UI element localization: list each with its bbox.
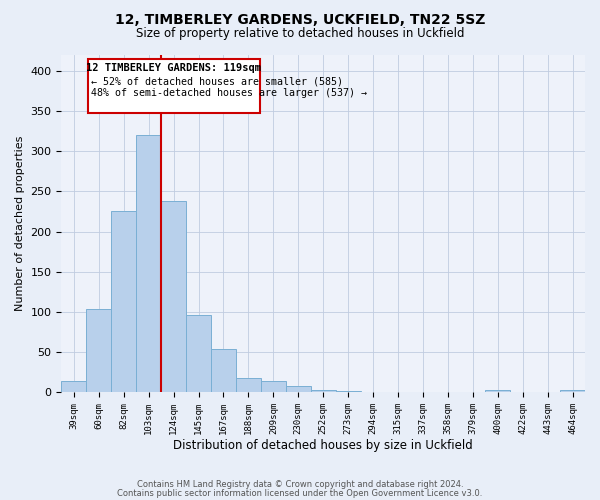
Y-axis label: Number of detached properties: Number of detached properties [15,136,25,311]
Bar [136,135,161,392]
Bar [161,201,186,392]
Bar [286,386,311,392]
Bar [485,390,510,392]
Bar [311,390,335,392]
Text: Size of property relative to detached houses in Uckfield: Size of property relative to detached ho… [136,28,464,40]
X-axis label: Distribution of detached houses by size in Uckfield: Distribution of detached houses by size … [173,440,473,452]
Bar [61,380,86,392]
Text: Contains public sector information licensed under the Open Government Licence v3: Contains public sector information licen… [118,488,482,498]
FancyBboxPatch shape [88,59,260,113]
Text: 12, TIMBERLEY GARDENS, UCKFIELD, TN22 5SZ: 12, TIMBERLEY GARDENS, UCKFIELD, TN22 5S… [115,12,485,26]
Bar [335,391,361,392]
Bar [236,378,261,392]
Bar [186,315,211,392]
Bar [211,348,236,392]
Bar [261,380,286,392]
Bar [560,390,585,392]
Text: 12 TIMBERLEY GARDENS: 119sqm: 12 TIMBERLEY GARDENS: 119sqm [86,63,261,73]
Text: Contains HM Land Registry data © Crown copyright and database right 2024.: Contains HM Land Registry data © Crown c… [137,480,463,489]
Bar [86,310,111,392]
Text: 48% of semi-detached houses are larger (537) →: 48% of semi-detached houses are larger (… [91,88,367,98]
Bar [111,212,136,392]
Text: ← 52% of detached houses are smaller (585): ← 52% of detached houses are smaller (58… [91,76,343,86]
